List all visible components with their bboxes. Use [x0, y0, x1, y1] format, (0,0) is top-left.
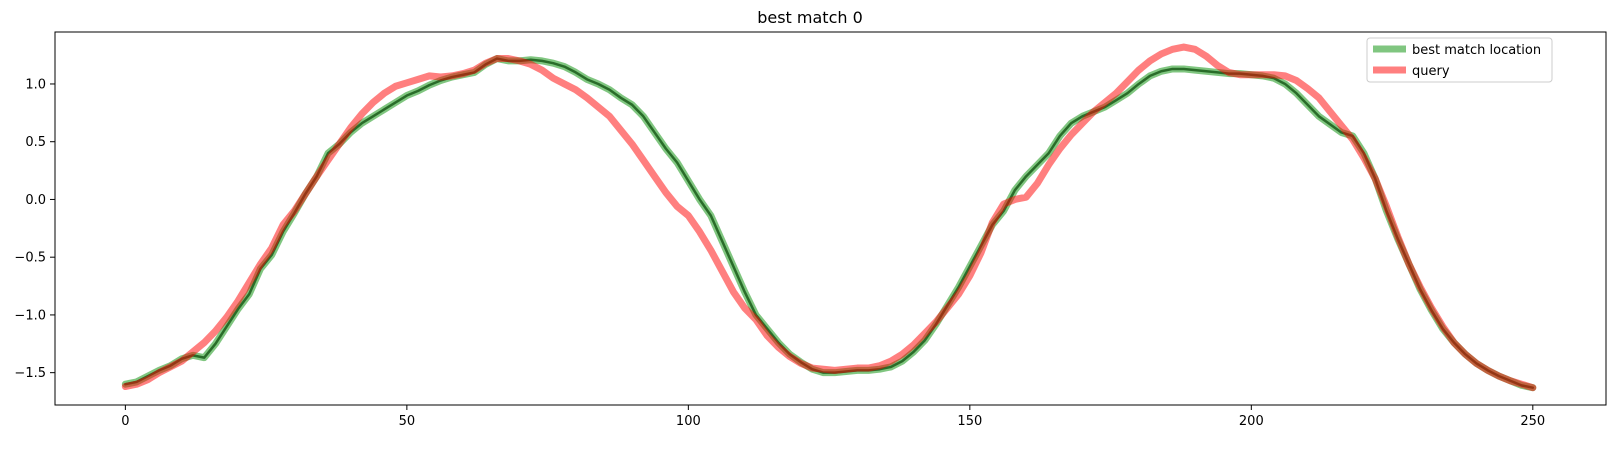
y-tick-label: 1.0 — [25, 77, 46, 92]
legend-label-query: query — [1412, 64, 1450, 79]
x-tick-label: 250 — [1520, 414, 1545, 429]
y-tick-label: 0.5 — [25, 135, 46, 150]
plot-area — [121, 43, 1537, 392]
legend-label-best-match-location: best match location — [1412, 43, 1541, 58]
y-tick-label: −1.5 — [14, 366, 46, 381]
series-line-query — [121, 43, 1537, 392]
legend: best match location query — [1366, 37, 1553, 83]
y-axis: −1.5 −1.0 −0.5 0.0 0.5 1.0 — [14, 77, 55, 381]
x-tick-label: 50 — [399, 414, 416, 429]
legend-box — [1366, 37, 1553, 83]
x-tick-label: 0 — [121, 414, 129, 429]
x-axis: 0 50 100 150 200 250 — [121, 405, 1545, 429]
axes-frame — [54, 31, 1607, 406]
y-tick-label: −1.0 — [14, 308, 46, 323]
x-tick-label: 100 — [676, 414, 701, 429]
x-tick-label: 200 — [1239, 414, 1264, 429]
chart-title: best match 0 — [757, 8, 863, 27]
x-tick-label: 150 — [957, 414, 982, 429]
y-tick-label: −0.5 — [14, 251, 46, 266]
y-tick-label: 0.0 — [25, 193, 46, 208]
